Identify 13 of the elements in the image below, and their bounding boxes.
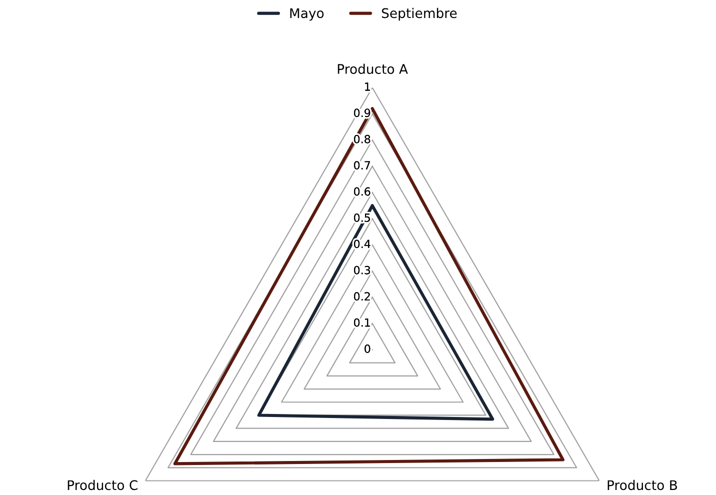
y-tick-label: 0.2: [354, 292, 370, 301]
y-tick-label: 0.1: [354, 318, 370, 327]
y-tick-label: 0: [364, 344, 370, 353]
legend-label: Septiembre: [382, 8, 457, 21]
y-tick-label: 1: [365, 82, 370, 91]
spoke-label: Producto A: [338, 64, 408, 74]
legend-label: Mayo: [290, 8, 324, 21]
y-tick-label: 0.4: [354, 240, 370, 248]
y-tick-label: 0.6: [354, 187, 370, 196]
spoke-label: Producto B: [608, 480, 677, 490]
y-tick-label: 0.3: [354, 266, 370, 274]
spoke-label: Producto C: [68, 480, 138, 490]
y-tick-label: 0.7: [354, 161, 370, 170]
